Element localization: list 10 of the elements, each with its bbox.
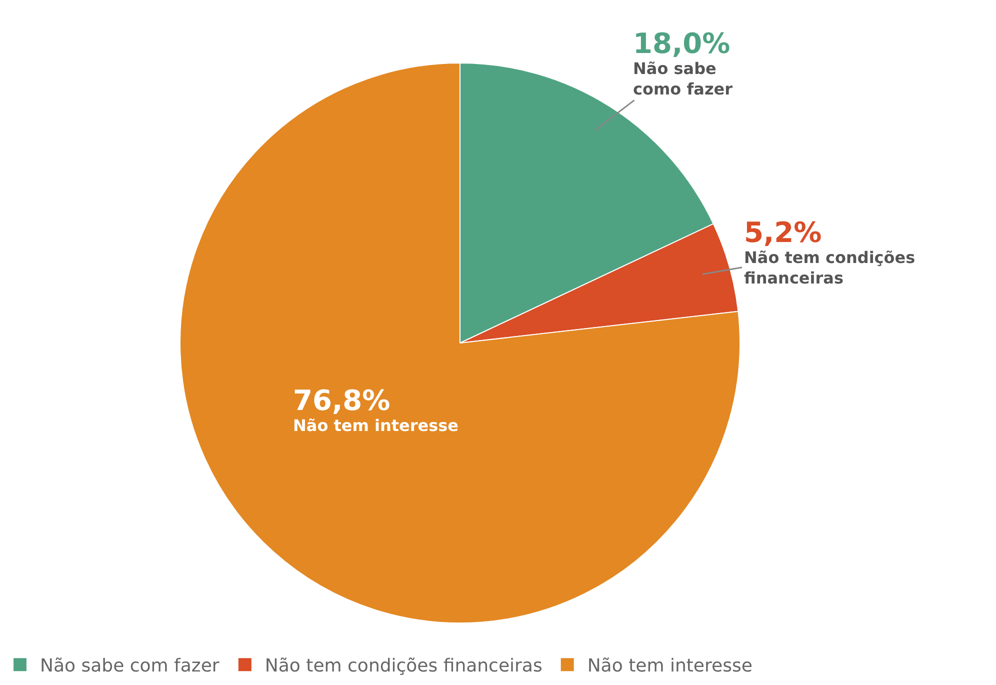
text: Não sabe como fazer bbox=[633, 58, 733, 99]
text: Não tem interesse bbox=[293, 416, 459, 435]
pie-slice bbox=[180, 62, 740, 624]
text: Não tem condições financeiras bbox=[744, 248, 916, 288]
data-label: 76,8% bbox=[293, 384, 390, 417]
legend-label: Não tem interesse bbox=[587, 656, 752, 677]
data-label: 18,0% bbox=[633, 27, 730, 60]
legend-label: Não sabe com fazer bbox=[40, 656, 220, 677]
legend-label: Não tem condições financeiras bbox=[264, 656, 542, 677]
data-label: 5,2% bbox=[744, 216, 822, 249]
